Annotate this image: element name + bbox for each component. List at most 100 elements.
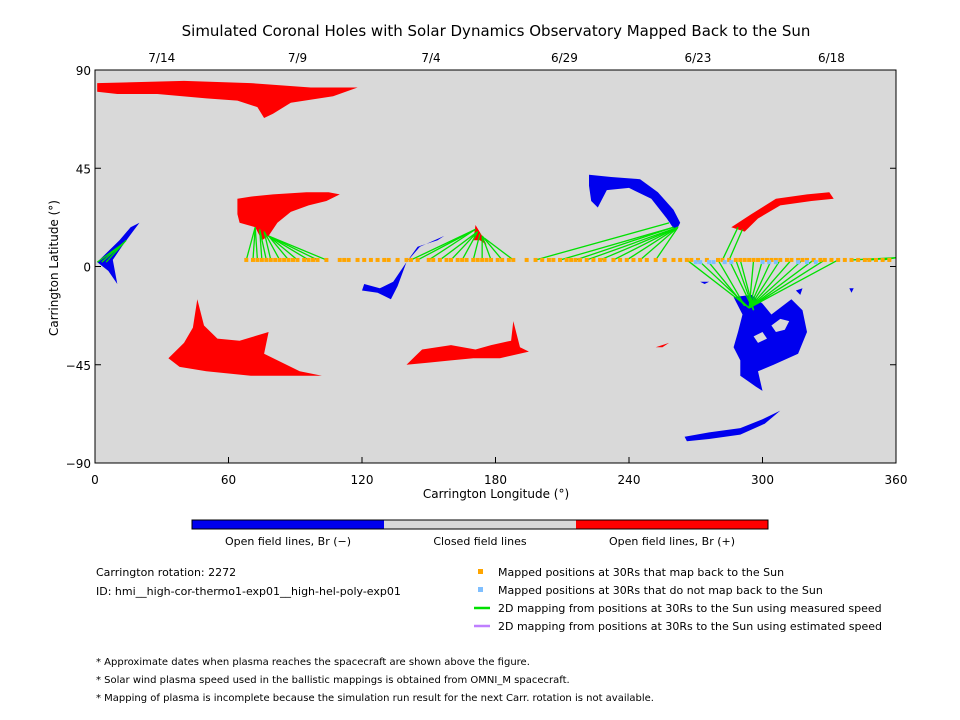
mapped-point: [460, 257, 465, 262]
measured-mapping-line: [717, 259, 746, 307]
mapped-point: [475, 257, 480, 262]
measured-mapping-line: [748, 259, 764, 309]
footnote: * Solar wind plasma speed used in the ba…: [96, 675, 570, 686]
y-axis: 90 45 0 −45 −90: [66, 64, 896, 471]
colorbar-segment: [192, 520, 384, 529]
legend-marker-square: [478, 587, 483, 592]
measured-mapping-line: [263, 231, 272, 261]
coronal-hole-positive-0: [97, 80, 358, 118]
footnote: * Approximate dates when plasma reaches …: [96, 657, 530, 668]
mapped-point: [480, 257, 485, 262]
legend-label: 2D mapping from positions at 30Rs to the…: [498, 602, 882, 615]
mapped-point: [805, 257, 809, 262]
mapped-point: [738, 257, 743, 262]
unmapped-point: [813, 260, 818, 265]
chart-title: Simulated Coronal Holes with Solar Dynam…: [182, 22, 811, 40]
coronal-hole-positive-1: [237, 192, 340, 241]
y-axis-label: Carrington Latitude (°): [47, 200, 61, 336]
measured-mapping-line: [259, 229, 267, 261]
measured-mapping-line: [268, 235, 298, 261]
measured-mapping-line: [472, 233, 481, 261]
x-tick-label: 60: [221, 473, 236, 487]
mapped-point: [558, 257, 563, 262]
mapped-point: [306, 257, 311, 262]
mapped-point: [437, 257, 442, 262]
measured-mapping-line: [268, 235, 309, 261]
mapped-point: [464, 257, 469, 262]
mapped-point: [784, 257, 789, 262]
unmapped-point: [773, 260, 778, 265]
unmapped-point: [698, 260, 703, 265]
top-date-label: 6/23: [684, 51, 711, 65]
mapped-point: [573, 257, 578, 262]
measured-mapping-line: [748, 259, 781, 309]
mapped-point: [455, 257, 460, 262]
plot-area: [95, 70, 896, 463]
mapped-point: [836, 257, 841, 262]
mapped-point: [408, 257, 413, 262]
mapped-point: [404, 257, 409, 262]
measured-mapping-line: [481, 235, 492, 261]
colorbar-label: Closed field lines: [433, 535, 527, 548]
measured-mapping-line: [639, 226, 679, 261]
coronal-hole-negative-7: [97, 222, 140, 284]
y-tick-label: 90: [76, 64, 91, 78]
unmapped-point: [729, 260, 734, 265]
measured-mapping-line: [748, 259, 826, 309]
measured-mapping-line: [748, 259, 803, 309]
coronal-hole-negative-12: [795, 288, 803, 295]
measured-mapping-line: [105, 239, 127, 263]
mapped-point: [444, 257, 449, 262]
measured-mapping-line: [575, 226, 674, 261]
mapped-point: [829, 257, 834, 262]
mapped-point: [244, 257, 249, 262]
coronal-hole-negative-9: [589, 174, 681, 232]
top-date-label: 6/18: [818, 51, 845, 65]
measured-mapping-line: [626, 226, 679, 261]
mapped-point: [489, 257, 494, 262]
measured-mapping-line: [461, 231, 479, 261]
measured-mapping-line: [252, 227, 256, 260]
mapped-point: [282, 257, 287, 262]
mapped-point: [546, 257, 551, 262]
mapped-point: [720, 257, 725, 262]
mapped-point: [484, 257, 489, 262]
top-date-label: 7/9: [288, 51, 307, 65]
coronal-hole-negative-10: [733, 294, 807, 391]
measured-mapping-line: [748, 259, 792, 309]
legend-marker-square: [478, 569, 483, 574]
coronal-hole-negative-11: [684, 410, 781, 442]
mapped-point: [800, 257, 805, 262]
y-tick-label: −90: [66, 457, 91, 471]
mapped-point: [431, 257, 436, 262]
measured-mapping-line: [728, 229, 744, 261]
mapped-point: [291, 257, 296, 262]
colorbar-frame: [191, 519, 769, 530]
x-tick-label: 300: [751, 473, 774, 487]
mapped-point: [259, 257, 264, 262]
measured-mapping-line: [613, 226, 679, 261]
measured-mapping-line: [450, 231, 479, 261]
mapped-point: [756, 257, 761, 262]
mapped-point: [880, 257, 885, 262]
mapped-point: [540, 257, 545, 262]
mapped-point: [449, 257, 453, 262]
mapped-point: [769, 257, 774, 262]
colorbar-segment: [384, 520, 576, 529]
mapped-point: [506, 257, 511, 262]
mapped-point: [638, 257, 643, 262]
mapped-point: [598, 257, 603, 262]
legend-label: Mapped positions at 30Rs that do not map…: [498, 584, 823, 597]
closed-island-0: [771, 318, 790, 332]
closed-island-1: [753, 332, 767, 343]
x-axis: 0 60 120 180 240 300 360: [91, 457, 907, 487]
mapped-point: [818, 257, 823, 262]
measured-mapping-line: [439, 231, 479, 261]
measured-mapping-line: [559, 226, 674, 261]
mapped-point: [375, 257, 380, 262]
measured-mapping-line: [417, 228, 476, 261]
mapped-point: [624, 257, 629, 262]
mapped-point: [500, 257, 505, 262]
measured-mapping-line: [481, 235, 503, 261]
